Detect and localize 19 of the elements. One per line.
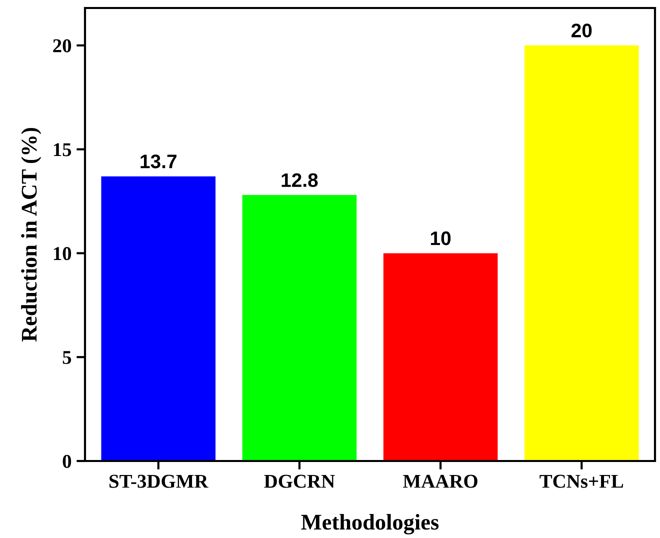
data-label: 13.7 bbox=[140, 154, 176, 168]
x-tick-label: DGCRN bbox=[264, 474, 335, 488]
x-tick-label: MAARO bbox=[403, 474, 478, 488]
x-tick-label: ST-3DGMR bbox=[110, 474, 208, 488]
x-tick-label: TCNs+FL bbox=[540, 474, 624, 488]
y-tick-label: 20 bbox=[53, 39, 72, 52]
data-label: 12.8 bbox=[282, 173, 318, 188]
y-tick-label: 5 bbox=[62, 351, 72, 364]
bar bbox=[383, 253, 498, 461]
bar bbox=[101, 176, 216, 461]
data-label: 20 bbox=[571, 24, 592, 38]
y-tick-label: 10 bbox=[54, 247, 72, 260]
y-tick-label: 15 bbox=[54, 143, 72, 156]
y-tick-label: 0 bbox=[62, 454, 72, 468]
y-axis-title: Reduction in ACT (%) bbox=[21, 128, 42, 342]
data-label: 10 bbox=[430, 231, 451, 246]
x-axis-title: Methodologies bbox=[301, 514, 439, 534]
bar bbox=[524, 45, 639, 461]
bar bbox=[242, 195, 357, 461]
